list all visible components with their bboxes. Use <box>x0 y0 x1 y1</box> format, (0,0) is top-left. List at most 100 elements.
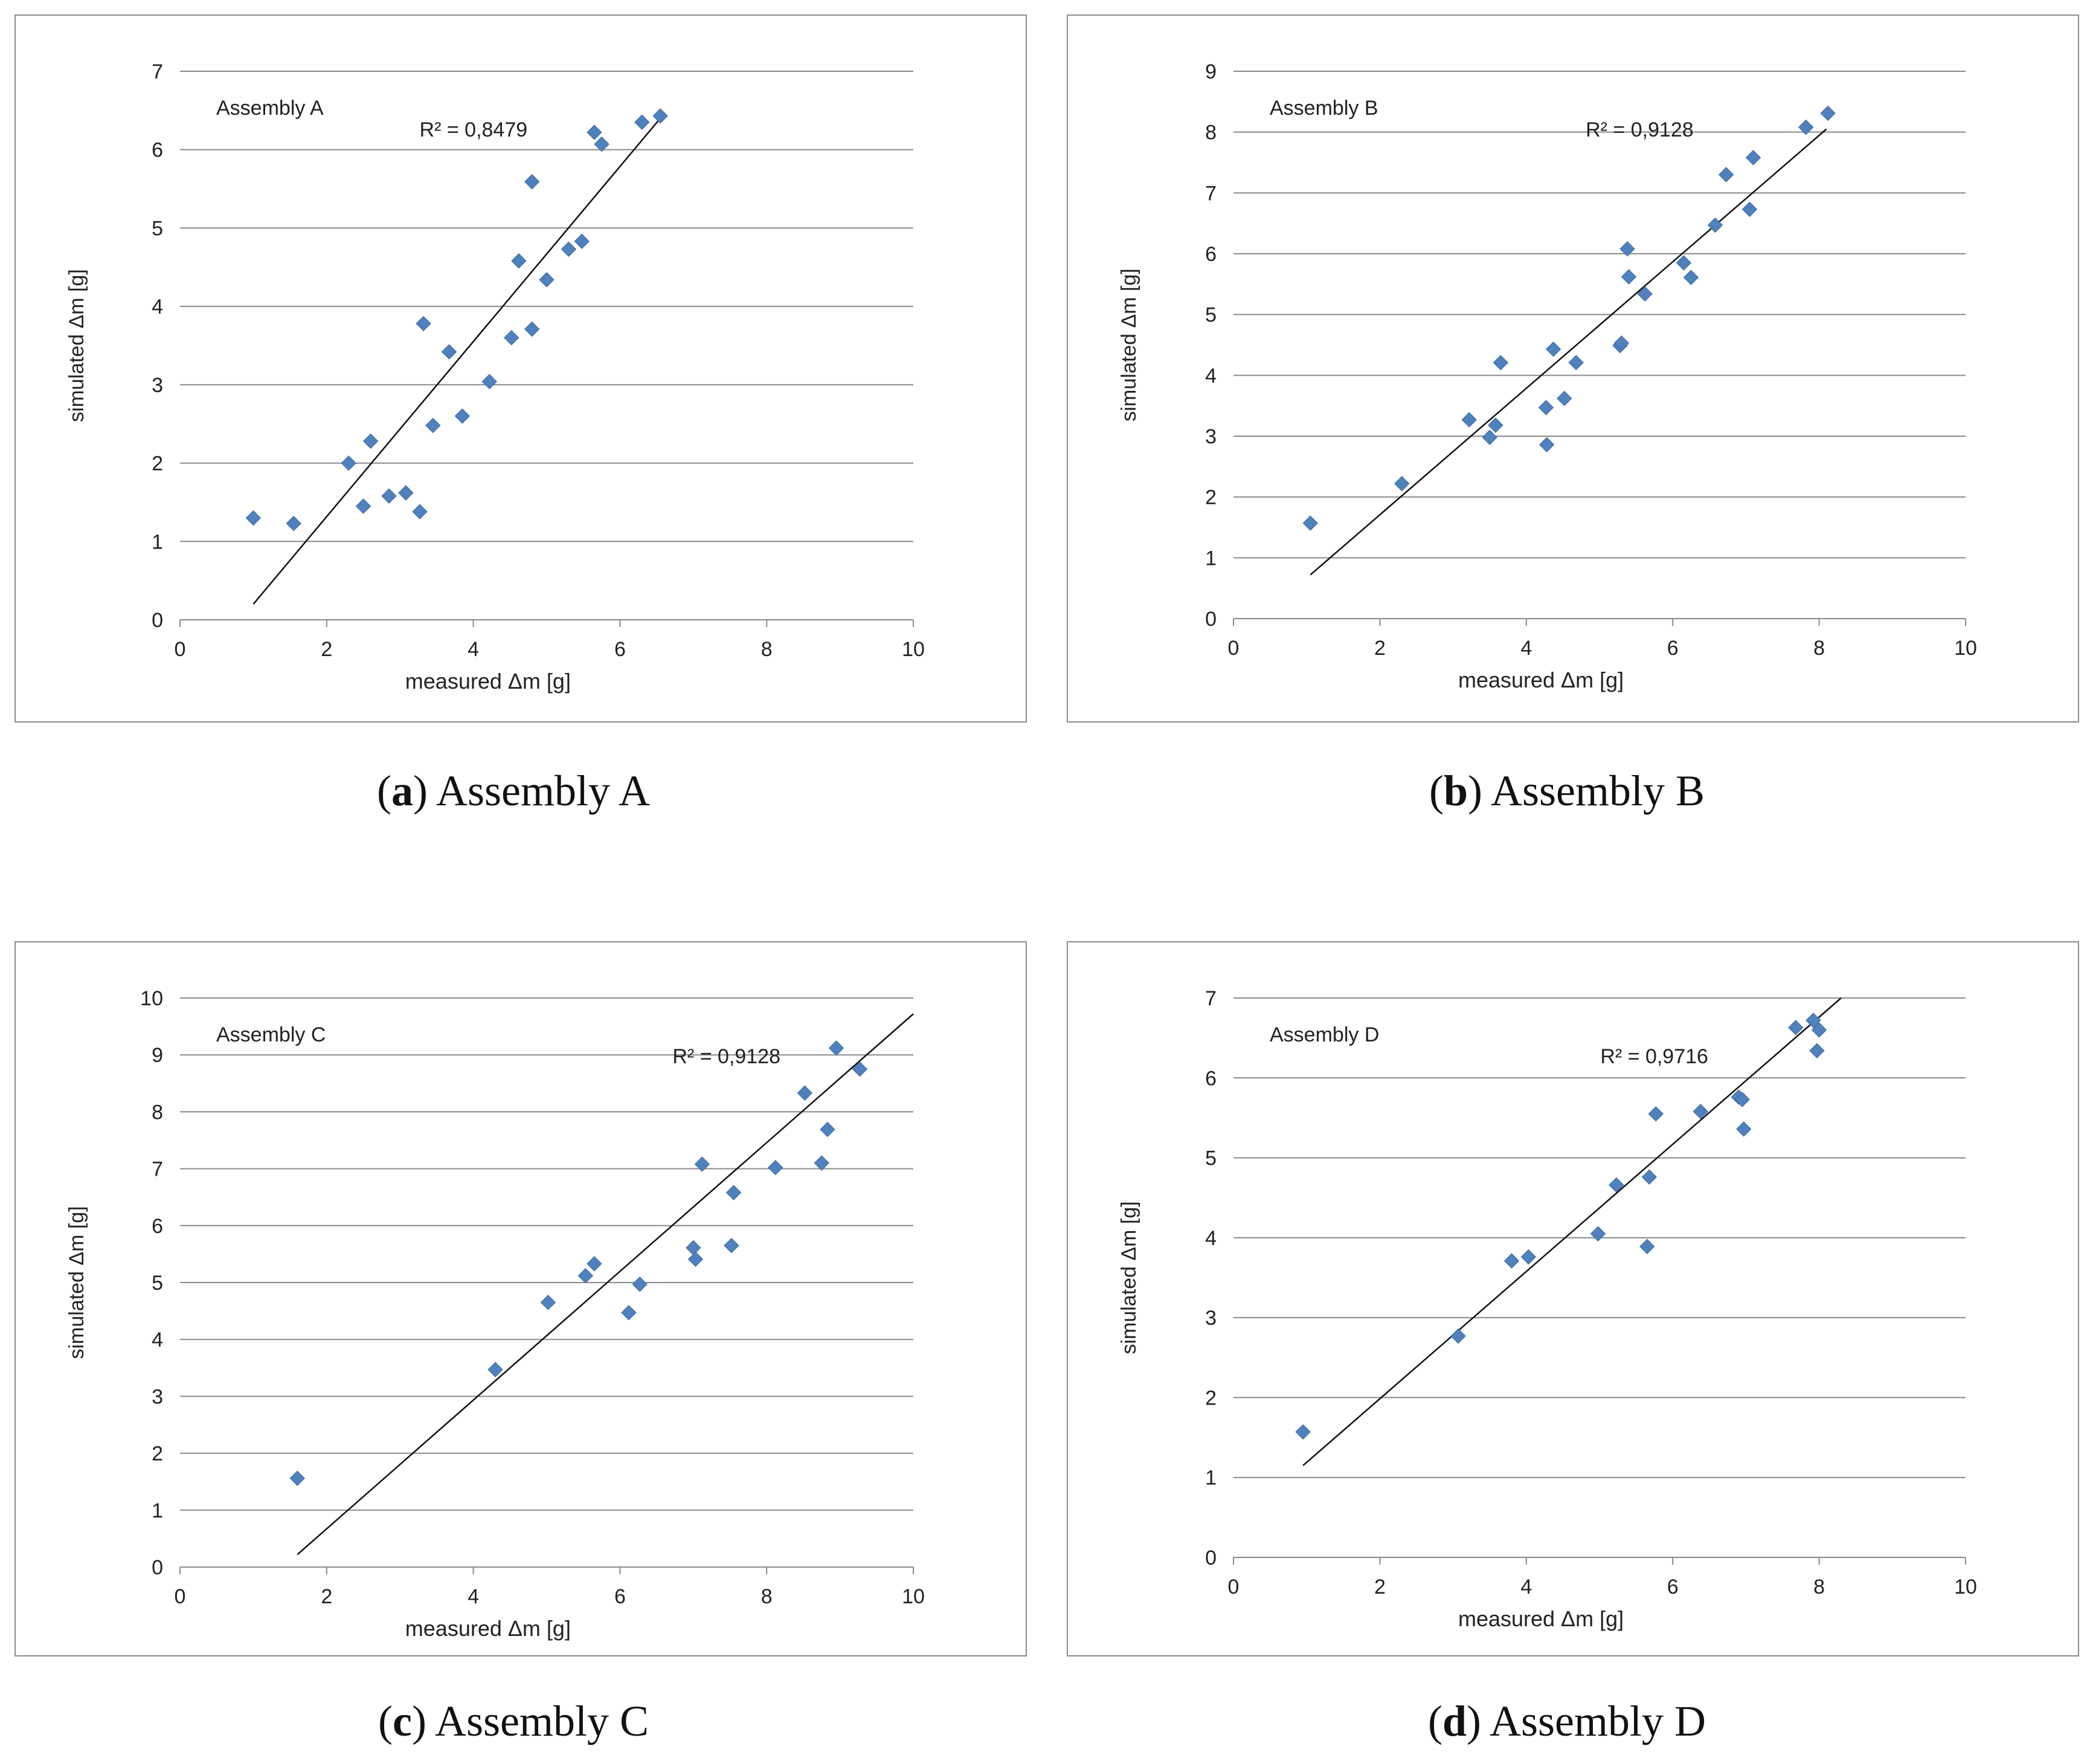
chart-b-data-point <box>1613 335 1630 351</box>
chart-c-data-point <box>577 1267 594 1284</box>
chart-b-xtick-label: 2 <box>1374 637 1386 660</box>
chart-b-data-point <box>1820 105 1836 121</box>
chart-c-ytick-label: 10 <box>140 987 163 1010</box>
chart-a-data-point <box>504 330 519 346</box>
chart-c-title: Assembly C <box>216 1023 326 1046</box>
chart-b-xtick-label: 8 <box>1813 637 1825 660</box>
chart-b-data-point <box>1539 437 1555 452</box>
chart-c-svg: 0 1 2 3 4 5 6 7 8 9 10 0 2 4 6 8 10 measured Δm [g] simula… <box>65 987 925 1641</box>
chart-b-data-point <box>1707 217 1723 233</box>
chart-c-data-point <box>487 1362 503 1377</box>
chart-b-data-point <box>1745 150 1761 166</box>
chart-panel-d: 0 1 2 3 4 5 6 7 0 2 4 6 8 10 measured Δm [g] simulated … <box>1067 941 2079 1656</box>
chart-d-data-point <box>1639 1238 1655 1255</box>
chart-d-data-point <box>1295 1424 1311 1440</box>
chart-a-data-point <box>454 408 471 424</box>
chart-d-xtick-label: 6 <box>1667 1576 1679 1598</box>
chart-a-data-point <box>245 510 262 526</box>
caption-a-text: Assembly A <box>436 767 651 815</box>
chart-b-data-point <box>1557 390 1572 407</box>
chart-a-data-point <box>341 455 356 471</box>
chart-d-data-point <box>1805 1012 1821 1028</box>
chart-d-xtick-label: 10 <box>1954 1576 1977 1598</box>
chart-b-xtick-label: 0 <box>1228 637 1240 660</box>
chart-d-data-point <box>1648 1106 1664 1122</box>
chart-d-ytick-label: 2 <box>1205 1386 1217 1409</box>
chart-d-data-point <box>1693 1104 1708 1119</box>
caption-b: (b) Assembly B <box>1429 767 1705 815</box>
chart-a-data-point <box>524 321 540 337</box>
chart-b-trendline <box>1310 128 1827 576</box>
chart-c-data-point <box>289 1470 305 1486</box>
chart-a-xlabel: measured Δm [g] <box>405 669 571 694</box>
chart-b-ytick-label: 8 <box>1205 121 1217 144</box>
chart-b-data-point <box>1482 430 1497 445</box>
chart-b-ytick-label: 0 <box>1205 608 1217 631</box>
chart-c-ytick-label: 5 <box>152 1272 163 1295</box>
chart-b-svg: 0 1 2 3 4 5 6 7 8 9 0 2 4 6 8 10 measured Δm [g] simulate… <box>1117 60 1977 692</box>
chart-d-r2-label: R² = 0,9716 <box>1600 1045 1708 1068</box>
chart-b-ytick-label: 3 <box>1205 425 1217 448</box>
chart-a-ytick-label: 2 <box>152 452 163 475</box>
chart-a-ytick-label: 0 <box>152 609 163 632</box>
chart-c-ytick-label: 4 <box>152 1328 163 1351</box>
chart-panel-b: 0 1 2 3 4 5 6 7 8 9 0 2 4 6 8 10 measured Δm [g] simulate… <box>1067 14 2079 723</box>
chart-c-ytick-label: 7 <box>152 1158 163 1181</box>
chart-a-data-point <box>574 233 590 249</box>
chart-a-data-point <box>412 504 428 520</box>
chart-d-xtick-label: 2 <box>1374 1576 1386 1598</box>
chart-c-data-point <box>540 1295 556 1310</box>
chart-a-title: Assembly A <box>216 97 324 120</box>
chart-d-data-point <box>1590 1226 1606 1241</box>
chart-b-xtick-label: 10 <box>1954 637 1977 660</box>
chart-c-data-point <box>686 1240 701 1256</box>
chart-a-xtick-label: 0 <box>175 638 186 661</box>
chart-d-data-point <box>1609 1177 1624 1193</box>
caption-c: (c) Assembly C <box>378 1697 649 1745</box>
chart-c-ytick-label: 0 <box>152 1556 163 1579</box>
chart-a-data-point <box>381 488 397 504</box>
chart-c-data-point <box>852 1061 868 1077</box>
chart-a-r2-label: R² = 0,8479 <box>420 118 528 141</box>
chart-c-ylabel: simulated Δm [g] <box>65 1206 88 1359</box>
chart-a-data-point <box>416 315 431 332</box>
chart-c-data-point <box>828 1040 844 1056</box>
chart-a-data-point <box>539 272 555 288</box>
chart-b-ytick-label: 1 <box>1205 547 1217 570</box>
chart-b-data-point <box>1621 269 1637 285</box>
chart-d-data-point <box>1520 1249 1537 1265</box>
chart-b-ytick-label: 7 <box>1205 182 1217 205</box>
chart-c-xtick-label: 6 <box>614 1585 626 1608</box>
chart-d-ytick-label: 0 <box>1205 1547 1217 1569</box>
chart-b-ytick-label: 9 <box>1205 60 1217 83</box>
chart-d-data-point <box>1811 1022 1827 1038</box>
chart-d-data-point <box>1736 1121 1752 1137</box>
chart-d-data-point <box>1450 1328 1466 1344</box>
chart-b-data-point <box>1538 399 1554 416</box>
chart-b-xtick-label: 6 <box>1667 637 1679 660</box>
chart-b-ytick-label: 6 <box>1205 243 1217 266</box>
caption-d: (d) Assembly D <box>1427 1697 1706 1745</box>
chart-c-data-point <box>587 1256 602 1272</box>
chart-a-trendline <box>252 118 661 605</box>
chart-b-xlabel: measured Δm [g] <box>1458 668 1624 692</box>
chart-d-ytick-label: 3 <box>1205 1307 1217 1330</box>
chart-c-xlabel: measured Δm [g] <box>405 1616 571 1641</box>
chart-a-svg: 0 1 2 3 4 5 6 7 0 2 4 6 8 10 measured Δm [g] simulated … <box>65 60 925 694</box>
chart-d-trendline <box>1302 997 1842 1466</box>
chart-d-svg: 0 1 2 3 4 5 6 7 0 2 4 6 8 10 measured Δm [g] simulated … <box>1117 987 1977 1631</box>
chart-a-ytick-label: 7 <box>152 60 163 83</box>
chart-b-data-point <box>1798 119 1814 135</box>
chart-a-xtick-label: 4 <box>468 638 479 661</box>
chart-a-data-point <box>524 174 540 190</box>
chart-d-xlabel: measured Δm [g] <box>1458 1606 1624 1631</box>
chart-c-ytick-label: 8 <box>152 1101 163 1124</box>
chart-c-r2-label: R² = 0,9128 <box>672 1045 780 1068</box>
chart-b-data-point <box>1493 355 1509 370</box>
chart-a-xtick-label: 2 <box>321 638 332 661</box>
chart-b-data-point <box>1488 417 1503 433</box>
chart-b-ytick-label: 5 <box>1205 304 1217 327</box>
chart-c-ytick-label: 1 <box>152 1499 163 1522</box>
chart-c-data-point <box>694 1156 710 1172</box>
chart-b-data-point <box>1302 515 1318 531</box>
